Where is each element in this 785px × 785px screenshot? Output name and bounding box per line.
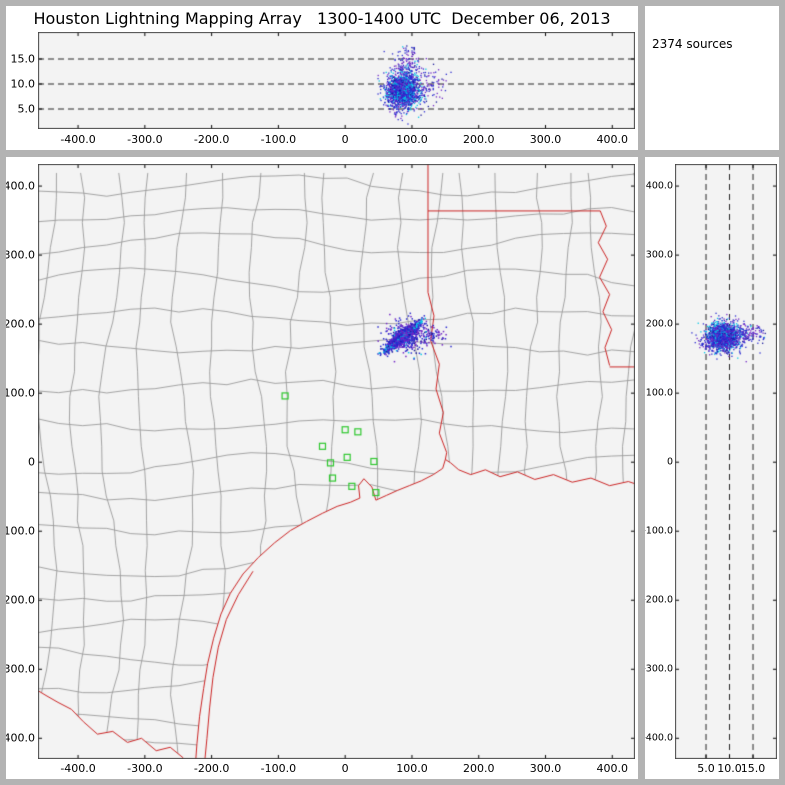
map-x-tick-label: -400.0	[60, 762, 96, 775]
top-panel-x-tick-label: -200.0	[193, 133, 230, 146]
map-y-tick-label: -400.0	[0, 731, 35, 745]
map-y-tick-label: 100.0	[3, 386, 36, 400]
altitude-vs-northsouth-panel	[675, 164, 777, 759]
top-panel-x-tick-label: -300.0	[127, 133, 163, 146]
map-x-tick-label: 0	[341, 762, 349, 775]
top-panel-x-tick-label: 300.0	[529, 133, 562, 146]
top-panel-altitude-tick-label: 10.0	[10, 77, 36, 91]
map-x-tick-label: -200.0	[193, 762, 230, 775]
top-panel-x-tick-label: 200.0	[462, 133, 495, 146]
right-panel-y-tick-label: -400.0	[642, 732, 673, 744]
map-x-tick-label: 400.0	[596, 762, 629, 775]
map-x-tick-label: -300.0	[127, 762, 163, 775]
map-x-tick-label: -100.0	[260, 762, 297, 775]
right-panel-altitude-tick-label: 10.0	[717, 762, 742, 775]
top-panel-x-tick-label: 400.0	[596, 133, 629, 146]
map-x-tick-label: 200.0	[462, 762, 495, 775]
map-y-tick-label: -100.0	[0, 524, 35, 538]
right-panel-altitude-tick-label: 15.0	[740, 762, 766, 775]
right-panel-y-tick-label: -200.0	[642, 594, 673, 606]
map-y-tick-label: 300.0	[3, 248, 36, 262]
map-y-tick-label: -200.0	[0, 593, 35, 607]
source-count-label: 2374 sources	[652, 37, 733, 51]
map-y-tick-label: -300.0	[0, 662, 35, 676]
map-x-tick-label: 300.0	[529, 762, 562, 775]
map-y-tick-label: 200.0	[3, 317, 36, 331]
right-panel-y-tick-label: 400.0	[645, 180, 673, 192]
map-x-tick-label: 100.0	[396, 762, 428, 775]
plan-view-map-panel	[38, 164, 635, 759]
right-panel-y-tick-label: 0	[666, 456, 673, 468]
right-panel-y-tick-label: 300.0	[645, 249, 673, 261]
altitude-vs-eastwest-panel	[38, 32, 635, 129]
top-panel-x-tick-label: 100.0	[396, 133, 428, 146]
top-panel-altitude-tick-label: 15.0	[10, 52, 36, 66]
top-panel-x-tick-label: -100.0	[260, 133, 297, 146]
right-panel-y-tick-label: -300.0	[642, 663, 673, 675]
right-panel-altitude-tick-label: 5.0	[697, 762, 715, 775]
right-panel-y-tick-label: 100.0	[645, 387, 673, 399]
top-panel-x-tick-label: -400.0	[60, 133, 96, 146]
top-panel-altitude-tick-label: 5.0	[17, 102, 36, 116]
top-panel-x-tick-label: 0	[341, 133, 349, 146]
map-y-tick-label: 400.0	[3, 179, 36, 193]
right-panel-y-tick-label: 200.0	[645, 318, 673, 330]
right-panel-y-tick-label: -100.0	[642, 525, 673, 537]
vertical-divider	[638, 6, 645, 779]
figure-title: Houston Lightning Mapping Array 1300-140…	[33, 9, 611, 28]
horizontal-divider	[6, 150, 779, 157]
map-y-tick-label: 0	[28, 455, 35, 469]
